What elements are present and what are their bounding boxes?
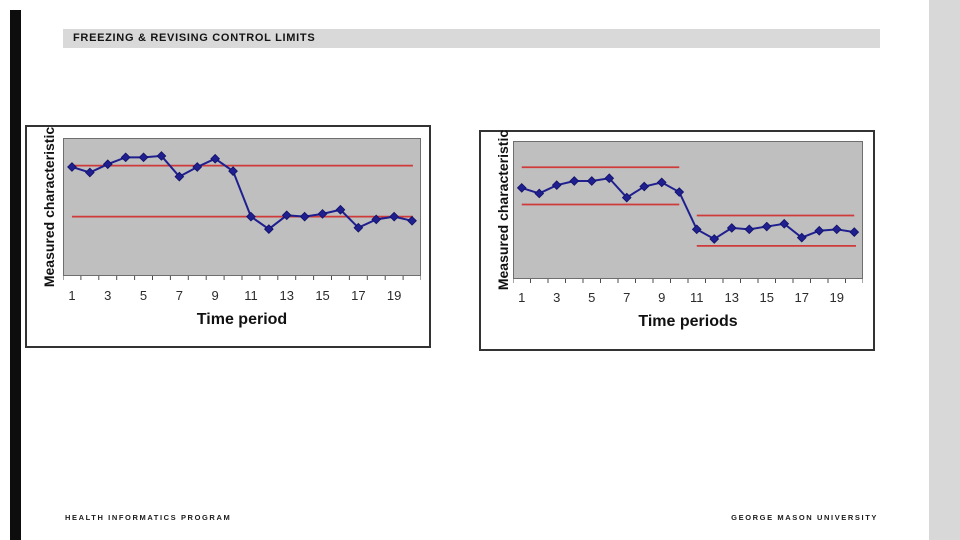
plot-area [63, 138, 421, 282]
x-tick-label: 9 [211, 288, 219, 303]
x-tick-label: 19 [386, 288, 402, 303]
data-point-marker [335, 204, 346, 215]
x-tick-label: 11 [244, 288, 258, 303]
title-bar: FREEZING & REVISING CONTROL LIMITS [63, 29, 880, 48]
data-point-marker [604, 173, 615, 184]
x-tick-label: 3 [553, 290, 561, 305]
plot-area [513, 141, 863, 285]
data-point-marker [138, 152, 149, 163]
x-tick-label: 1 [68, 288, 76, 303]
data-point-marker [621, 192, 632, 203]
chart-svg [513, 141, 863, 283]
data-point-marker [849, 227, 860, 237]
x-tick-label: 9 [658, 290, 666, 305]
data-point-marker [656, 177, 667, 188]
y-axis-label: Measured characteristic [41, 126, 57, 288]
data-point-marker [551, 180, 562, 191]
data-point-marker [761, 221, 772, 232]
data-point-marker [174, 171, 185, 182]
data-point-marker [779, 218, 790, 229]
x-tick-label: 5 [588, 290, 596, 305]
x-tick-label: 11 [690, 290, 704, 305]
data-point-marker [639, 181, 650, 192]
x-tick-label: 15 [759, 290, 774, 305]
x-tick-label: 13 [724, 290, 739, 305]
data-point-marker [228, 166, 238, 176]
x-axis-title: Time period [196, 311, 288, 328]
data-point-marker [709, 234, 720, 244]
data-point-marker [210, 153, 221, 164]
x-tick-label: 17 [351, 288, 366, 303]
x-tick-label: 19 [829, 290, 844, 305]
data-point-marker [246, 211, 256, 222]
control-chart-original-limits: Measured characteristic 1 3 5 7 9 11 13 15 17 19 … [25, 125, 431, 348]
data-point-marker [691, 224, 702, 235]
right-side-strip [929, 0, 960, 540]
x-tick-label: 17 [794, 290, 809, 305]
data-point-marker [84, 167, 95, 178]
left-accent-bar [10, 10, 21, 540]
y-axis-label: Measured characteristic [495, 129, 511, 291]
data-point-marker [299, 211, 310, 222]
plot-border [513, 141, 863, 279]
data-point-marker [263, 224, 274, 234]
data-point-marker [516, 183, 527, 193]
footer-program-name: HEALTH INFORMATICS PROGRAM [65, 513, 232, 522]
data-point-marker [726, 223, 737, 233]
data-point-marker [192, 162, 203, 172]
data-point-marker [317, 209, 328, 219]
data-point-marker [831, 224, 842, 235]
data-point-marker [569, 176, 580, 186]
data-point-marker [744, 224, 755, 235]
data-point-marker [389, 211, 400, 222]
plot-background [63, 138, 421, 276]
x-axis-title: Time periods [638, 313, 738, 330]
x-tick-label: 3 [104, 288, 112, 303]
footer-university-name: GEORGE MASON UNIVERSITY [731, 513, 878, 522]
data-point-marker [371, 214, 382, 225]
data-point-marker [586, 176, 597, 186]
x-tick-labels: 1 3 5 7 9 11 13 15 17 19 [513, 290, 863, 306]
data-point-marker [102, 159, 113, 170]
data-point-marker [534, 188, 545, 199]
plot-border [63, 138, 421, 276]
control-chart-revised-limits: Measured characteristic 1 3 5 7 9 11 13 15 17 19 … [479, 130, 875, 351]
data-point-marker [814, 225, 825, 236]
x-tick-label: 13 [279, 288, 294, 303]
x-tick-labels: 1 3 5 7 9 11 13 15 17 19 [63, 288, 421, 304]
x-tick-label: 7 [175, 288, 183, 303]
data-point-marker [353, 222, 364, 233]
x-tick-label: 7 [623, 290, 631, 305]
x-tick-label: 15 [315, 288, 330, 303]
data-point-marker [67, 162, 77, 172]
slide-title: FREEZING & REVISING CONTROL LIMITS [73, 32, 316, 44]
data-point-marker [796, 232, 807, 243]
data-point-marker [120, 152, 131, 163]
x-tick-label: 1 [518, 290, 526, 305]
data-point-marker [674, 187, 685, 197]
data-point-marker [407, 215, 417, 226]
x-tick-label: 5 [139, 288, 148, 303]
data-point-marker [281, 210, 292, 221]
chart-svg [63, 138, 421, 280]
data-point-marker [156, 151, 167, 161]
